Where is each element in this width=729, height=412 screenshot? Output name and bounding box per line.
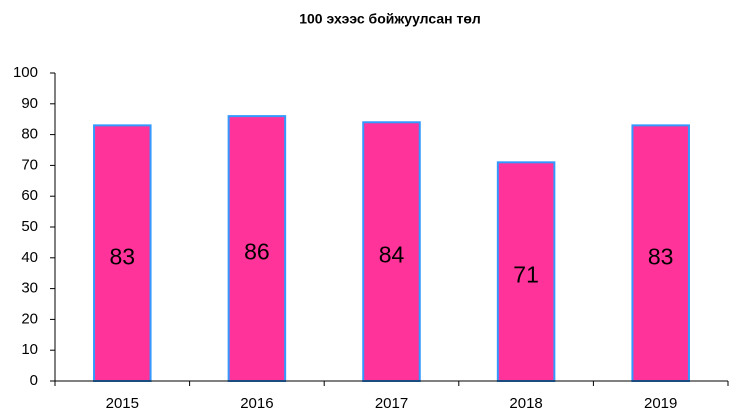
value-label: 86 <box>244 239 270 265</box>
x-tick-label: 2019 <box>644 395 677 412</box>
y-tick-label: 0 <box>30 372 38 389</box>
y-tick-label: 30 <box>21 280 38 297</box>
y-tick-label: 20 <box>21 310 38 327</box>
y-tick-label: 80 <box>21 126 38 143</box>
value-label: 83 <box>648 243 674 269</box>
y-tick-label: 90 <box>21 95 38 112</box>
y-tick-label: 60 <box>21 187 38 204</box>
bar <box>93 124 152 382</box>
y-tick-label: 10 <box>21 341 38 358</box>
bar <box>227 115 287 383</box>
y-tick-label: 100 <box>13 64 38 81</box>
y-tick-label: 70 <box>21 156 38 173</box>
x-tick-label: 2015 <box>106 395 139 412</box>
value-label: 84 <box>379 242 405 268</box>
value-label: 83 <box>110 243 136 269</box>
value-label: 71 <box>513 262 539 288</box>
y-tick-label: 50 <box>21 218 38 235</box>
x-tick-label: 2016 <box>240 395 273 412</box>
y-tick-label: 40 <box>21 249 38 266</box>
bar <box>496 161 556 382</box>
x-tick-label: 2017 <box>375 395 408 412</box>
chart-title: 100 эхээс бойжуулсан төл <box>299 11 481 27</box>
x-tick-label: 2018 <box>509 395 542 412</box>
